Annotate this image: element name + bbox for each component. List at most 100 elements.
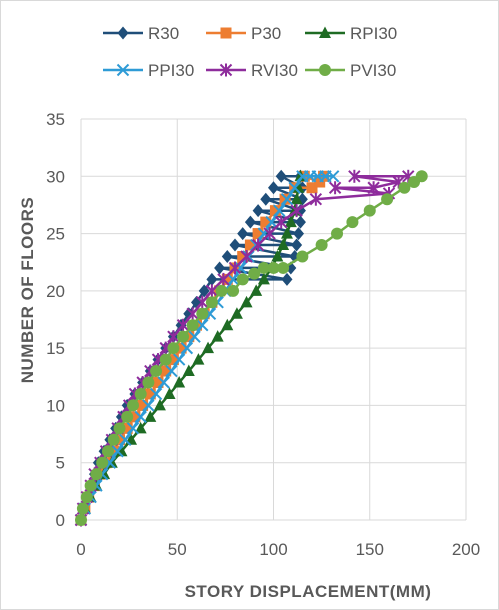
data-point [260,192,272,206]
data-point [281,272,293,286]
data-point [279,193,291,205]
data-point [214,261,226,275]
data-point [177,330,190,343]
data-point [284,215,297,228]
data-point [277,261,290,274]
data-point [196,319,209,332]
data-point [167,354,179,366]
data-point [260,216,272,228]
data-point [252,228,264,240]
data-point [159,353,172,366]
data-point [229,238,241,252]
legend-item-pvi30: PVI30 [305,61,396,80]
legend-item-ppi30: PPI30 [103,61,194,80]
tick-labels: 0 5 10 15 20 25 30 35 0 50 100 150 200 [46,110,480,559]
legend-label: PPI30 [148,61,194,80]
y-axis-title: NUMBER OF FLOORS [18,197,37,384]
data-point [348,169,361,183]
data-point [363,204,376,217]
data-point [273,204,286,217]
y-tick-label: 30 [46,167,65,186]
data-point [217,272,230,286]
data-point [180,341,194,355]
data-point [134,387,147,400]
legend-label: RVI30 [251,61,298,80]
data-point [267,261,280,274]
data-point [381,193,394,206]
data-point [126,422,140,435]
data-point [129,411,141,423]
data-point [111,445,124,458]
data-point [346,216,359,229]
data-point [291,238,303,252]
data-point [113,422,126,435]
data-point [121,422,133,434]
legend-label: PVI30 [350,61,396,80]
data-point [314,176,326,188]
data-point [107,433,120,446]
data-point [293,227,305,241]
legend-label: RPI30 [350,24,397,43]
data-point [250,284,263,296]
y-tick-label: 5 [56,454,65,473]
legend-label: P30 [251,24,281,43]
data-point [149,387,163,401]
data-point [306,182,318,194]
data-point [236,273,249,286]
data-point [198,284,210,298]
data-point [237,250,249,262]
data-point [75,514,87,526]
data-point [172,353,186,366]
data-point [326,170,340,183]
legend-item-rvi30: RVI30 [206,61,298,80]
data-point [240,295,253,308]
data-point [163,387,176,399]
data-point [76,502,89,515]
data-point [192,353,205,365]
data-point [219,63,233,77]
data-point [157,376,170,389]
data-point [173,376,186,388]
y-tick-label: 10 [46,396,65,415]
data-point [290,192,303,205]
data-point [160,365,172,377]
data-point [206,272,218,286]
data-point [202,341,215,354]
data-point [252,204,264,218]
data-point [84,479,97,492]
data-point [248,267,261,280]
data-point [121,410,134,423]
data-point [153,398,166,411]
data-point [268,181,279,195]
data-point [415,170,428,183]
data-point [288,181,301,194]
legend: R30 P30 RPI30 PPI30 RVI30 PVI30 [103,24,397,80]
legend-item-r30: R30 [103,24,179,43]
x-tick-label: 0 [76,540,85,559]
data-point [280,192,294,206]
data-point [196,295,209,309]
data-point [134,410,147,424]
data-point [205,284,219,298]
series-layer [74,169,428,527]
data-point [398,181,411,194]
data-point [119,433,132,447]
data-point [240,249,253,263]
x-axis-title: STORY DISPLACEMENT(MM) [185,582,432,601]
data-point [134,421,147,434]
data-point [280,227,293,239]
data-point [319,64,331,76]
data-point [237,227,249,241]
data-point [165,364,178,378]
data-point [257,261,270,274]
data-point [101,445,114,458]
data-point [144,388,156,400]
data-point [265,215,278,229]
y-tick-label: 15 [46,339,65,358]
x-tick-label: 100 [259,540,287,559]
data-point [249,238,263,252]
data-point [230,307,243,319]
x-tick-label: 50 [168,540,187,559]
series-ppi30 [74,170,340,527]
data-point [96,456,109,469]
